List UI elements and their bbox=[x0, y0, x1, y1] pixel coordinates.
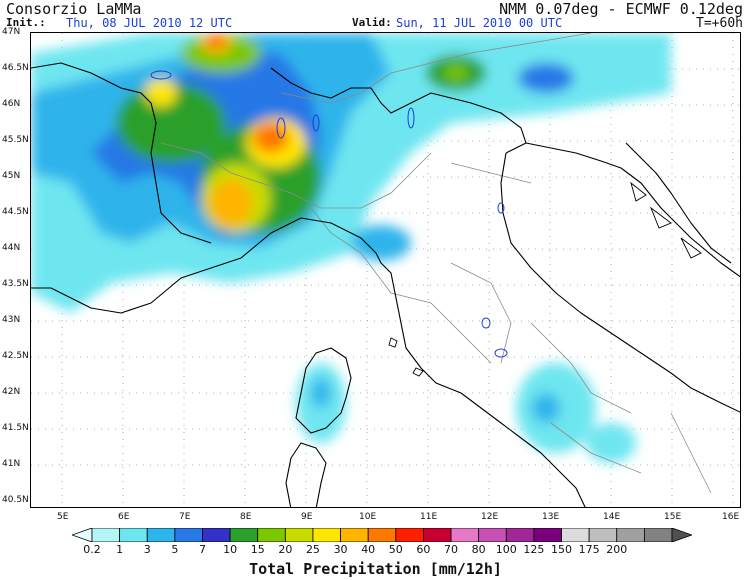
colorbar-segment bbox=[119, 528, 148, 542]
precipitation-map bbox=[30, 32, 741, 508]
colorbar-segment bbox=[174, 528, 203, 542]
lakes bbox=[150, 70, 508, 358]
colorbar-tick-label: 70 bbox=[444, 543, 459, 556]
lat-label: 44N bbox=[2, 243, 21, 253]
colorbar-tick-label: 80 bbox=[471, 543, 486, 556]
lat-label: 43N bbox=[2, 315, 21, 325]
colorbar-segment bbox=[478, 528, 507, 542]
colorbar-title: Total Precipitation [mm/12h] bbox=[249, 560, 502, 578]
colorbar-segment bbox=[367, 528, 397, 542]
lon-label: 13E bbox=[542, 512, 560, 522]
colorbar-segment bbox=[588, 528, 618, 542]
colorbar-tick-label: 10 bbox=[223, 543, 238, 556]
lon-label: 6E bbox=[118, 512, 130, 522]
lon-label: 12E bbox=[481, 512, 499, 522]
colorbar-tick-label: 5 bbox=[171, 543, 179, 556]
lon-label: 15E bbox=[664, 512, 682, 522]
colorbar-segment bbox=[340, 528, 369, 542]
lon-label: 16E bbox=[722, 512, 740, 522]
colorbar-tick-label: 3 bbox=[143, 543, 151, 556]
colorbar-segment bbox=[146, 528, 176, 542]
valid-label: Valid: bbox=[352, 16, 392, 29]
colorbar-segment bbox=[643, 528, 673, 542]
colorbar-tick-label: 60 bbox=[416, 543, 431, 556]
colorbar-tick-label: 15 bbox=[250, 543, 265, 556]
colorbar-segment bbox=[533, 528, 562, 542]
lon-label: 8E bbox=[240, 512, 252, 522]
colorbar-segment bbox=[257, 528, 286, 542]
lat-label: 41.5N bbox=[2, 423, 29, 433]
colorbar bbox=[72, 528, 692, 542]
colorbar-tick-label: 40 bbox=[361, 543, 376, 556]
lat-label: 45N bbox=[2, 171, 21, 181]
colorbar-segment bbox=[561, 528, 590, 542]
lon-label: 11E bbox=[420, 512, 438, 522]
colorbar-segment bbox=[505, 528, 535, 542]
lat-label: 42.5N bbox=[2, 351, 29, 361]
colorbar-segment bbox=[312, 528, 341, 542]
lat-label: 46N bbox=[2, 99, 21, 109]
lat-label: 45.5N bbox=[2, 135, 29, 145]
colorbar-segment bbox=[395, 528, 424, 542]
colorbar-segment bbox=[450, 528, 480, 542]
colorbar-segment bbox=[202, 528, 231, 542]
valid-time: Sun, 11 JUL 2010 00 UTC bbox=[396, 16, 563, 30]
colorbar-tick-label: 25 bbox=[305, 543, 320, 556]
colorbar-segment bbox=[284, 528, 314, 542]
model-title: NMM 0.07deg - ECMWF 0.12deg bbox=[499, 0, 743, 18]
lat-label: 47N bbox=[2, 27, 21, 37]
lat-label: 40.5N bbox=[2, 495, 29, 505]
colorbar-segment bbox=[91, 528, 121, 542]
init-label: Init.: bbox=[6, 16, 46, 29]
colorbar-tick-label: 1 bbox=[116, 543, 124, 556]
colorbar-tick-label: 200 bbox=[606, 543, 628, 556]
precipitation-field bbox=[31, 33, 671, 463]
colorbar-tick-label: 175 bbox=[578, 543, 600, 556]
org-title: Consorzio LaMMa bbox=[6, 0, 142, 18]
lat-label: 44.5N bbox=[2, 207, 29, 217]
colorbar-min-arrow bbox=[72, 528, 93, 542]
islands bbox=[388, 181, 702, 377]
lon-label: 9E bbox=[301, 512, 313, 522]
colorbar-max-arrow bbox=[671, 528, 692, 542]
colorbar-tick-label: 100 bbox=[495, 543, 517, 556]
lat-label: 43.5N bbox=[2, 279, 29, 289]
lat-label: 42N bbox=[2, 387, 21, 397]
colorbar-tick-label: 20 bbox=[278, 543, 293, 556]
colorbar-tick-label: 7 bbox=[198, 543, 206, 556]
colorbar-tick-label: 125 bbox=[523, 543, 545, 556]
colorbar-segment bbox=[423, 528, 452, 542]
country-borders bbox=[160, 33, 712, 494]
colorbar-segment bbox=[229, 528, 259, 542]
colorbar-tick-label: 0.2 bbox=[83, 543, 101, 556]
lon-label: 10E bbox=[359, 512, 377, 522]
colorbar-segment bbox=[616, 528, 645, 542]
colorbar-tick-label: 50 bbox=[388, 543, 403, 556]
init-time: Thu, 08 JUL 2010 12 UTC bbox=[66, 16, 233, 30]
lat-label: 46.5N bbox=[2, 63, 29, 73]
lon-label: 7E bbox=[179, 512, 191, 522]
lon-label: 14E bbox=[603, 512, 621, 522]
coastlines bbox=[31, 62, 740, 507]
lead-time: T=+60h bbox=[696, 16, 743, 31]
lon-label: 5E bbox=[57, 512, 69, 522]
lat-label: 41N bbox=[2, 459, 21, 469]
colorbar-tick-label: 150 bbox=[551, 543, 573, 556]
colorbar-tick-label: 30 bbox=[333, 543, 348, 556]
